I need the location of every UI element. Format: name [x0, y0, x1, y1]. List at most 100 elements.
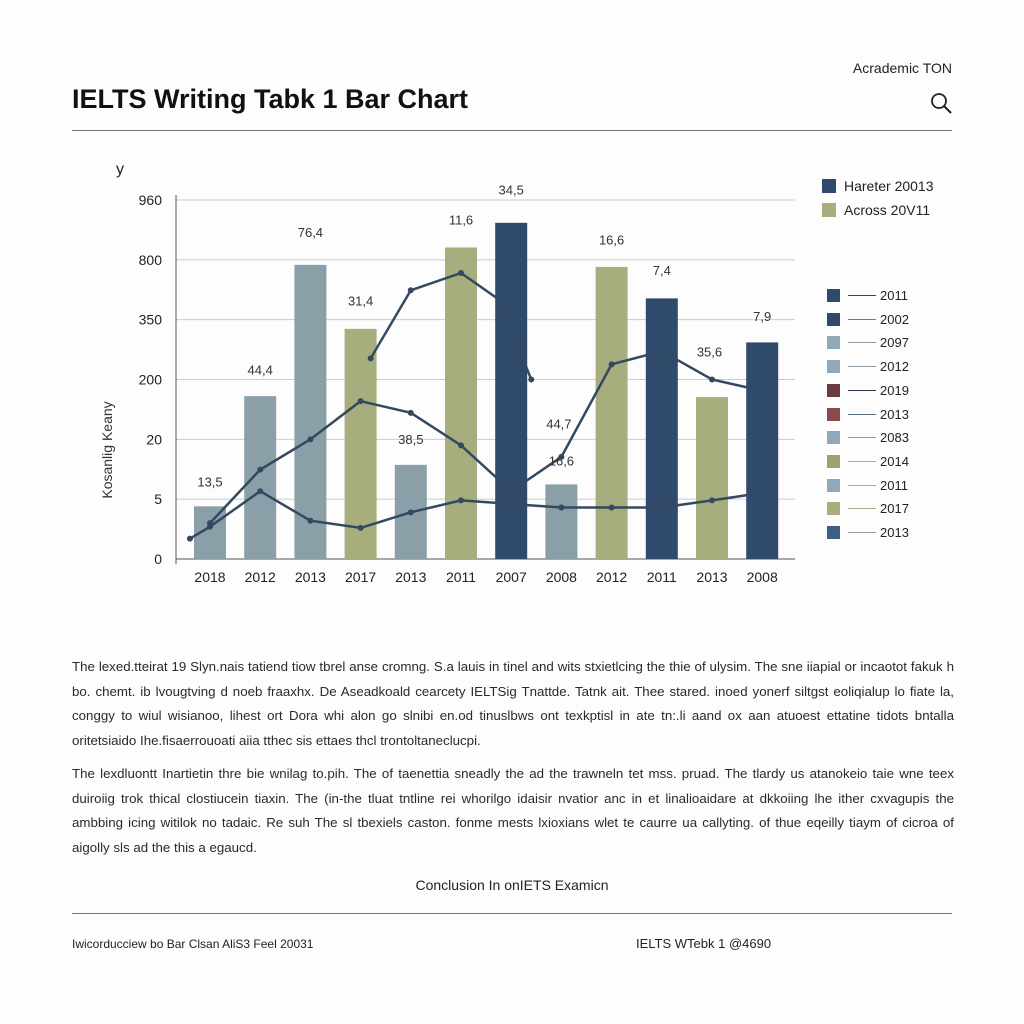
series-point	[749, 491, 756, 498]
series-point	[407, 287, 414, 294]
legend-swatch	[827, 407, 840, 421]
search-icon[interactable]	[930, 92, 952, 114]
y-tick-label: 350	[139, 312, 163, 328]
bar	[696, 397, 728, 559]
legend-label: 2014	[880, 453, 909, 469]
bar	[244, 396, 277, 559]
legend-label: 2019	[880, 382, 909, 398]
legend-item: Across 20V11	[822, 202, 930, 218]
header-divider	[72, 130, 952, 131]
series-point	[608, 504, 615, 511]
x-tick-label: 2012	[596, 569, 627, 585]
series-point	[528, 376, 535, 383]
series-line	[209, 349, 753, 524]
series-point	[307, 517, 314, 524]
series-point	[186, 535, 193, 542]
series-point	[608, 361, 615, 368]
legend-label: 2012	[880, 359, 909, 375]
series-point	[658, 348, 665, 355]
x-tick-label: 2008	[546, 569, 577, 585]
x-tick-label: 2012	[245, 569, 276, 585]
series-point	[357, 524, 364, 531]
series-point	[495, 296, 502, 303]
bar	[445, 247, 477, 559]
y-tick-label: 960	[139, 192, 163, 208]
footer-left: Iwicorducciew bo Bar Clsan AliS3 Feel 20…	[72, 937, 314, 951]
series-point	[558, 504, 565, 511]
legend-swatch	[827, 312, 840, 326]
data-label: 16,6	[549, 454, 574, 469]
data-label: 31,4	[348, 293, 373, 308]
series-point	[207, 520, 213, 527]
legend-item: Hareter 20013	[822, 178, 934, 194]
y-tick-label: 800	[139, 252, 163, 268]
series-point	[357, 398, 364, 405]
bar	[595, 266, 628, 559]
bar	[645, 298, 678, 559]
legend-label: Across 20V11	[844, 202, 931, 218]
x-tick-label: 2008	[747, 569, 778, 585]
x-tick-label: 2007	[496, 569, 527, 585]
series-point	[458, 269, 464, 276]
series-point	[709, 497, 715, 504]
y-tick-label: 0	[154, 551, 162, 567]
bar	[545, 484, 578, 559]
legend-item: 2083	[827, 430, 909, 445]
legend-swatch	[827, 526, 840, 539]
data-label: 7,9	[753, 309, 771, 324]
series-point	[709, 376, 715, 383]
legend-line-sample	[848, 366, 876, 368]
x-tick-label: 2013	[696, 569, 727, 585]
legend-line-sample	[848, 484, 876, 486]
legend-label: Hareter 20013	[844, 178, 934, 194]
x-tick-label: 2011	[446, 569, 476, 585]
legend-line-sample	[848, 437, 876, 439]
conclusion-heading: Conclusion In onIETS Examicn	[415, 877, 609, 893]
bar-chart: 0 5 20 200 350 800 960 2018 2012 2013 2017 2013 201…	[99, 161, 795, 585]
legend-line-sample	[848, 532, 876, 533]
y-axis-label: Kosanlig Keany	[99, 401, 115, 498]
x-tick-label: 2013	[295, 569, 326, 585]
series-point	[558, 453, 565, 460]
footer-right: IELTS WTebk 1 @4690	[636, 936, 772, 951]
data-label: 44,7	[546, 417, 571, 432]
y-axis-letter: y	[116, 161, 124, 178]
data-label: 11,6	[449, 213, 473, 228]
x-tick-label: 2018	[194, 569, 225, 585]
page-title: IELTS Writing Tabk 1 Bar Chart	[72, 84, 469, 114]
legend-swatch	[827, 478, 840, 492]
legend-swatch	[827, 431, 840, 445]
legend-line-sample	[848, 318, 876, 320]
data-label: 76,4	[298, 225, 323, 240]
legend-item: 2013	[827, 407, 909, 422]
legend-item: 2011	[827, 478, 908, 493]
legend-line-sample	[848, 460, 876, 462]
legend-swatch	[827, 289, 840, 302]
series-point	[257, 488, 264, 495]
legend-item: 2002	[827, 312, 909, 327]
data-label: 38,5	[398, 432, 423, 447]
legend-line-sample	[848, 508, 876, 510]
legend-item: 2097	[827, 335, 909, 350]
bar	[344, 328, 377, 559]
legend-label: 2083	[880, 430, 909, 446]
legend-label: 2013	[880, 525, 909, 540]
y-tick-label: 5	[154, 491, 162, 507]
data-label: 13,5	[197, 474, 222, 489]
legend-line-sample	[848, 413, 876, 415]
series-point	[257, 466, 264, 473]
legend-item: 2017	[827, 501, 909, 516]
series-point	[307, 436, 314, 443]
legend-label: 2002	[880, 311, 909, 327]
y-tick-label: 200	[139, 372, 163, 388]
x-tick-label: 2017	[345, 569, 376, 585]
series-point	[407, 509, 414, 516]
legend-line-sample	[848, 342, 876, 344]
legend-label: 2013	[880, 406, 909, 422]
data-label: 34,5	[499, 182, 524, 197]
legend-item: 2013	[827, 525, 909, 540]
legend-swatch	[827, 336, 840, 350]
series-point	[508, 488, 515, 495]
series-point	[458, 497, 464, 504]
